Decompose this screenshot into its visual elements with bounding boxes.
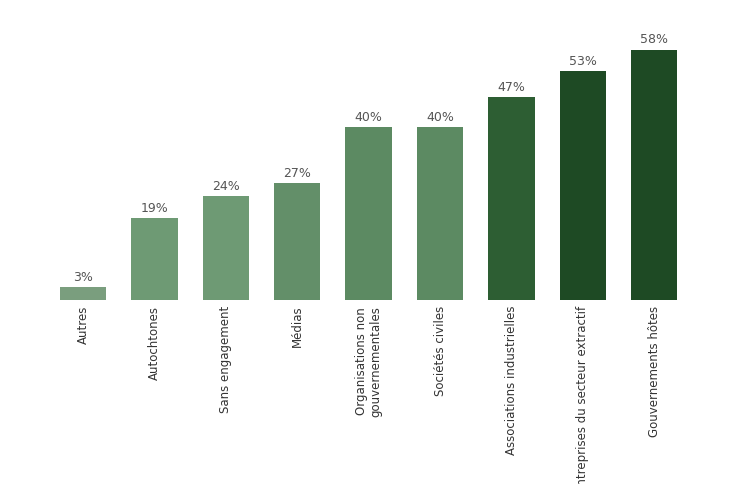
Text: 40%: 40% <box>355 111 383 124</box>
Text: 40%: 40% <box>426 111 454 124</box>
Text: 24%: 24% <box>212 180 240 193</box>
Text: 27%: 27% <box>283 167 311 180</box>
Bar <box>488 97 534 300</box>
Bar <box>131 218 178 300</box>
Bar <box>345 127 392 300</box>
Bar <box>417 127 464 300</box>
Text: 53%: 53% <box>569 55 596 68</box>
Text: 47%: 47% <box>497 81 526 93</box>
Bar <box>559 71 606 300</box>
Text: 19%: 19% <box>141 201 169 214</box>
Bar <box>631 49 677 300</box>
Text: 58%: 58% <box>640 33 668 46</box>
Bar <box>274 183 320 300</box>
Bar <box>60 287 107 300</box>
Bar <box>203 197 249 300</box>
Text: 3%: 3% <box>73 271 93 284</box>
